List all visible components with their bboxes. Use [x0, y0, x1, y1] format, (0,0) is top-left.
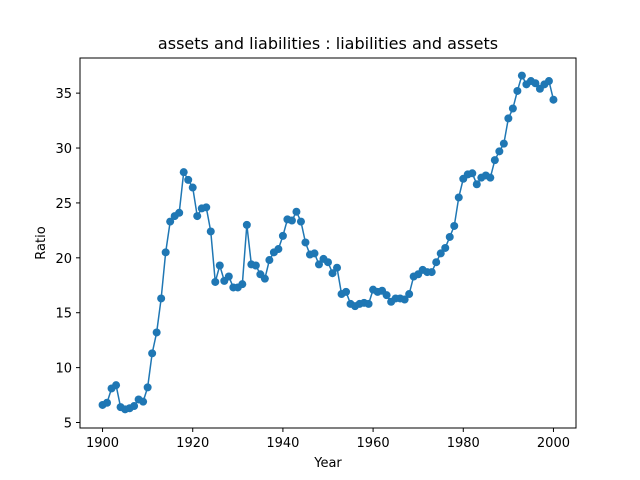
data-point — [508, 104, 517, 113]
data-point — [472, 180, 481, 189]
data-point — [274, 245, 283, 254]
data-point — [143, 383, 152, 392]
x-tick-label: 1940 — [266, 436, 299, 451]
data-point — [112, 381, 121, 390]
data-point — [405, 290, 414, 299]
y-tick-label: 15 — [55, 307, 72, 322]
data-point — [495, 147, 504, 156]
data-point — [202, 203, 211, 212]
data-point — [445, 232, 454, 241]
data-point — [499, 139, 508, 148]
data-point — [544, 77, 553, 86]
data-point — [287, 216, 296, 225]
data-point — [513, 86, 522, 95]
data-point — [342, 287, 351, 296]
chart-title: assets and liabilities : liabilities and… — [158, 34, 498, 53]
data-point — [531, 79, 540, 88]
data-point — [179, 168, 188, 177]
data-point — [130, 402, 139, 411]
data-point — [139, 397, 148, 406]
data-point — [333, 263, 342, 272]
data-point — [193, 212, 202, 221]
y-tick-label: 25 — [55, 197, 72, 212]
data-point — [504, 114, 513, 123]
plot-area — [98, 71, 558, 414]
x-tick-label: 1960 — [357, 436, 390, 451]
data-point — [260, 274, 269, 283]
data-point — [468, 169, 477, 178]
y-tick-label: 10 — [55, 362, 72, 377]
data-point — [278, 231, 287, 240]
data-point — [328, 269, 337, 278]
data-point — [148, 349, 157, 358]
y-tick-label: 20 — [55, 252, 72, 267]
data-point — [454, 193, 463, 202]
y-tick-label: 5 — [64, 417, 72, 432]
data-point — [157, 294, 166, 303]
data-point — [310, 249, 319, 258]
axes-frame — [79, 57, 577, 429]
y-axis: 5 10 15 20 25 30 35 — [55, 87, 80, 432]
data-point — [103, 398, 112, 407]
x-axis: 1900 1920 1940 1960 1980 2000 — [86, 428, 570, 451]
data-point — [152, 328, 161, 337]
x-tick-label: 2000 — [537, 436, 570, 451]
data-point — [549, 95, 558, 104]
data-point — [206, 227, 215, 236]
y-tick-label: 35 — [55, 87, 72, 102]
x-tick-label: 1980 — [447, 436, 480, 451]
data-point — [490, 156, 499, 165]
data-point — [517, 71, 526, 80]
data-point — [432, 258, 441, 267]
y-axis-label: Ratio — [34, 226, 49, 259]
data-point — [188, 183, 197, 192]
data-point — [296, 217, 305, 226]
data-point — [251, 261, 260, 270]
data-point — [436, 249, 445, 258]
data-point — [211, 277, 220, 286]
data-point — [166, 217, 175, 226]
x-tick-label: 1900 — [86, 436, 119, 451]
data-point — [265, 256, 274, 265]
data-point — [441, 243, 450, 252]
data-point — [301, 238, 310, 247]
data-point — [242, 220, 251, 229]
data-point — [292, 207, 301, 216]
x-tick-label: 1920 — [176, 436, 209, 451]
data-point — [427, 268, 436, 277]
data-point — [486, 173, 495, 182]
data-point — [450, 221, 459, 230]
data-point — [324, 258, 332, 267]
y-tick-label: 30 — [55, 142, 72, 157]
x-axis-label: Year — [313, 456, 342, 471]
data-point — [215, 261, 224, 270]
data-point — [400, 295, 409, 304]
data-point — [238, 280, 247, 289]
data-point — [175, 208, 184, 217]
data-point — [161, 248, 170, 257]
data-point — [314, 260, 323, 269]
data-point — [184, 175, 193, 184]
data-point — [364, 299, 373, 308]
data-point — [382, 291, 391, 300]
data-point — [224, 272, 233, 281]
